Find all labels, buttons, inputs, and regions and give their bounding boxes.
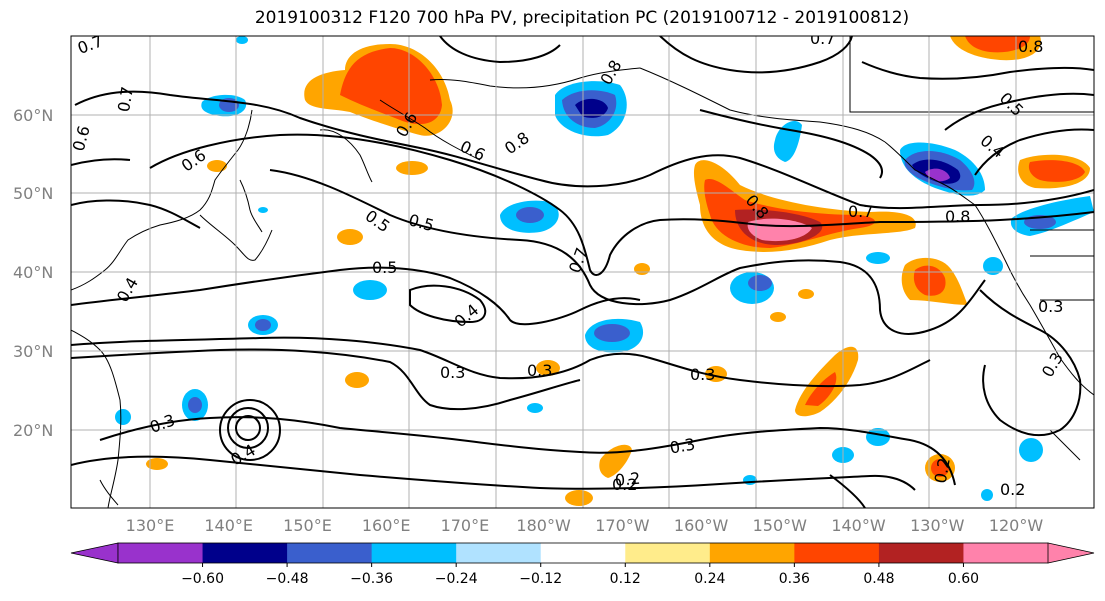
svg-text:0.3: 0.3 (690, 365, 715, 384)
longitude-labels: 130°E 140°E 150°E 160°E 170°E 180°W 170°… (126, 516, 1044, 535)
svg-text:0.5: 0.5 (372, 258, 397, 277)
colorbar-tick-label: 0.60 (948, 571, 979, 587)
svg-text:0.8: 0.8 (945, 207, 970, 226)
colorbar-swatch (709, 543, 795, 563)
pv-contours (71, 36, 1094, 508)
svg-text:150°E: 150°E (283, 516, 332, 535)
svg-text:0.7: 0.7 (848, 202, 873, 221)
colorbar-swatch (202, 543, 288, 563)
map-title: 2019100312 F120 700 hPa PV, precipitatio… (254, 8, 910, 28)
map-frame (70, 35, 1095, 509)
colorbar-tick-label: −0.24 (435, 571, 478, 587)
colorbar-swatch (371, 543, 457, 563)
svg-text:180°W: 180°W (516, 516, 571, 535)
colorbar-swatch (540, 543, 626, 563)
svg-text:0.3: 0.3 (668, 434, 696, 457)
svg-text:0.2: 0.2 (1000, 480, 1025, 499)
svg-text:60°N: 60°N (13, 106, 53, 125)
svg-text:0.7: 0.7 (114, 85, 137, 113)
svg-text:0.8: 0.8 (1018, 37, 1043, 56)
colorbar-tick-label: 0.12 (610, 571, 641, 587)
colorbar-border (117, 542, 1049, 564)
svg-text:140°E: 140°E (204, 516, 253, 535)
svg-text:0.3: 0.3 (440, 363, 465, 382)
svg-text:0.3: 0.3 (1038, 297, 1063, 316)
svg-text:130°W: 130°W (910, 516, 965, 535)
colorbar-extend-min (70, 542, 119, 564)
colorbar-swatch (456, 543, 542, 563)
colorbar-extend-max (1047, 542, 1095, 564)
svg-text:0.2: 0.2 (612, 475, 637, 494)
svg-text:150°W: 150°W (753, 516, 808, 535)
precip-shading (115, 36, 1094, 506)
graticule (71, 36, 1094, 508)
colorbar-tick-label: 0.48 (863, 571, 894, 587)
svg-text:30°N: 30°N (13, 342, 53, 361)
colorbar-tick-label: −0.60 (181, 571, 224, 587)
svg-text:170°W: 170°W (595, 516, 650, 535)
colorbar-swatch (963, 543, 1049, 563)
svg-text:0.6: 0.6 (69, 124, 94, 154)
colorbar-tick-label: −0.12 (519, 571, 562, 587)
map-area: 0.7 0.7 0.6 0.6 0.6 0.5 0.5 0.5 0.4 0.4 … (69, 29, 1094, 508)
svg-text:40°N: 40°N (13, 263, 53, 282)
svg-text:50°N: 50°N (13, 184, 53, 203)
colorbar-tick-label: −0.48 (266, 571, 309, 587)
svg-text:0.2: 0.2 (614, 469, 641, 490)
colorbar-tick-label: 0.24 (694, 571, 725, 587)
svg-text:160°E: 160°E (362, 516, 411, 535)
colorbar: −0.60 −0.48 −0.36 −0.24 −0.12 0.12 0.24 0.36 0.4… (70, 542, 1095, 587)
svg-text:20°N: 20°N (13, 421, 53, 440)
latitude-labels: 60°N 50°N 40°N 30°N 20°N (13, 106, 53, 440)
svg-text:120°W: 120°W (989, 516, 1044, 535)
svg-text:160°W: 160°W (674, 516, 729, 535)
colorbar-tick-label: −0.36 (350, 571, 393, 587)
svg-text:170°E: 170°E (441, 516, 490, 535)
svg-text:0.7: 0.7 (810, 29, 835, 48)
svg-text:130°E: 130°E (126, 516, 175, 535)
colorbar-swatch (118, 543, 204, 563)
svg-text:0.2: 0.2 (931, 456, 954, 484)
svg-text:0.3: 0.3 (527, 361, 552, 380)
colorbar-tick-label: 0.36 (779, 571, 810, 587)
svg-text:140°W: 140°W (831, 516, 886, 535)
colorbar-swatch (287, 543, 373, 563)
colorbar-swatch (625, 543, 711, 563)
colorbar-swatch (794, 543, 880, 563)
colorbar-swatch (878, 543, 964, 563)
